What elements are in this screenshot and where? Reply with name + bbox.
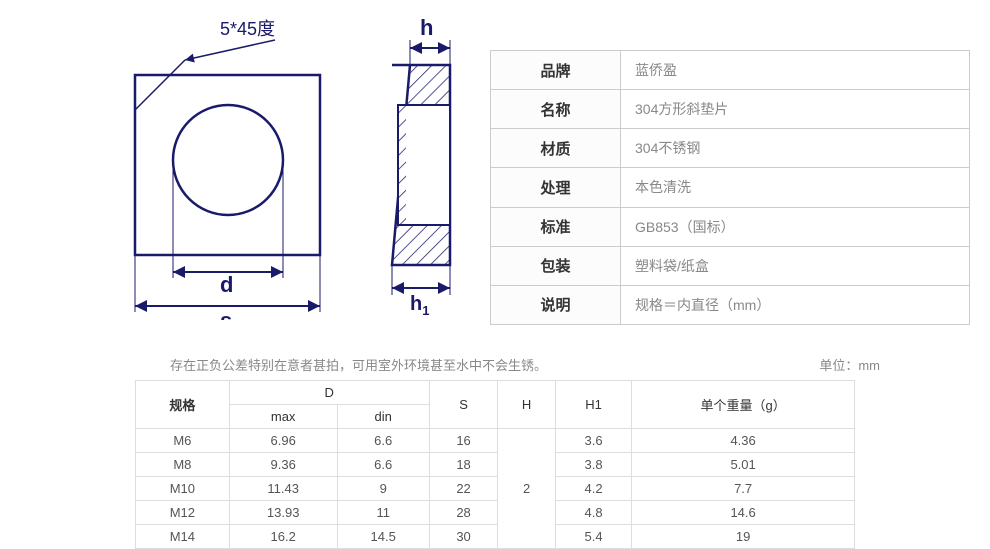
spec-row: 说明规格＝内直径（mm） [491,285,970,324]
table-row: M66.966.61623.64.36 [136,429,855,453]
spec-label: 材质 [491,129,621,168]
H-shared-cell: 2 [498,429,555,549]
spec-row: 品牌蓝侨盈 [491,51,970,90]
spec-value: GB853（国标） [621,207,970,246]
table-row: M1416.214.5305.419 [136,525,855,549]
col-weight: 单个重量（g） [632,381,855,429]
col-H: H [498,381,555,429]
spec-row: 材质304不锈钢 [491,129,970,168]
spec-value: 304方形斜垫片 [621,90,970,129]
s-label: s [220,308,232,320]
table-row: M1011.439224.27.7 [136,477,855,501]
spec-value: 塑料袋/纸盒 [621,246,970,285]
unit-label: 单位：mm [819,355,880,374]
front-view: 5*45度 d s [135,19,320,320]
chamfer-label: 5*45度 [220,19,275,39]
col-D-din: din [337,405,429,429]
spec-label: 标准 [491,207,621,246]
spec-label: 说明 [491,285,621,324]
table-row: M89.366.6183.85.01 [136,453,855,477]
col-D-max: max [229,405,337,429]
spec-label: 包装 [491,246,621,285]
spec-value: 蓝侨盈 [621,51,970,90]
engineering-diagram: 5*45度 d s [20,10,490,325]
tolerance-note: 存在正负公差特别在意者甚拍，可用室外环境甚至水中不会生锈。 [170,355,547,374]
spec-row: 名称304方形斜垫片 [491,90,970,129]
col-S: S [429,381,498,429]
spec-row: 标准GB853（国标） [491,207,970,246]
spec-label: 品牌 [491,51,621,90]
dimension-data-table: 规格 D S H H1 单个重量（g） max din M66.966.6162… [135,380,855,549]
spec-label: 名称 [491,90,621,129]
spec-value: 304不锈钢 [621,129,970,168]
d-label: d [220,272,233,297]
spec-label: 处理 [491,168,621,207]
svg-text:h1: h1 [410,293,429,318]
table-row: M1213.9311284.814.6 [136,501,855,525]
spec-value: 规格＝内直径（mm） [621,285,970,324]
col-spec: 规格 [136,381,230,429]
side-view: h h1 [392,15,450,318]
spec-row: 处理本色清洗 [491,168,970,207]
spec-value: 本色清洗 [621,168,970,207]
spec-table: 品牌蓝侨盈名称304方形斜垫片材质304不锈钢处理本色清洗标准GB853（国标）… [490,50,970,325]
spec-row: 包装塑料袋/纸盒 [491,246,970,285]
col-D: D [229,381,429,405]
col-H1: H1 [555,381,631,429]
h-label: h [420,15,433,40]
